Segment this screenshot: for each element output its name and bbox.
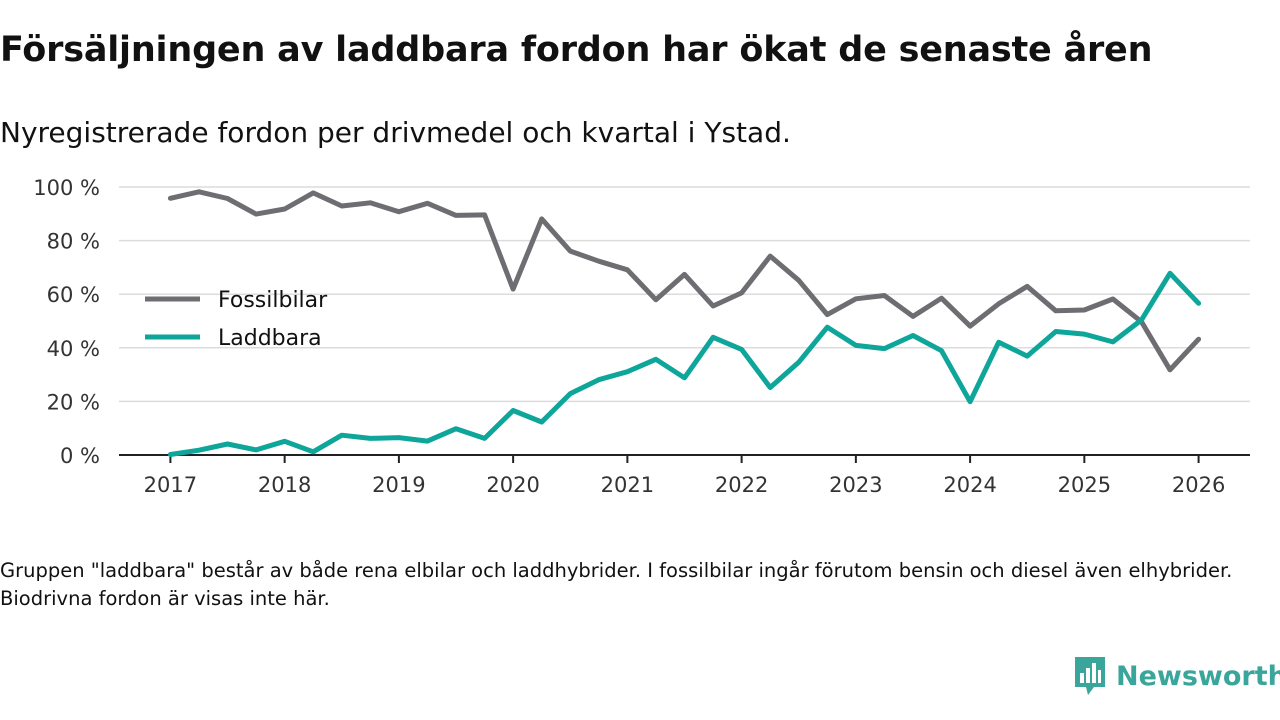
- legend: Fossilbilar Laddbara: [145, 288, 328, 351]
- brand-logo[interactable]: Newsworthy: [1072, 655, 1280, 697]
- x-tick-label: 2025: [1058, 473, 1111, 497]
- x-tick-label: 2024: [943, 473, 996, 497]
- x-tick-label: 2023: [829, 473, 882, 497]
- y-tick-label: 60 %: [47, 283, 100, 307]
- x-tick-label: 2021: [601, 473, 654, 497]
- legend-label-laddbara: Laddbara: [218, 326, 322, 351]
- series-lines: [167, 189, 1202, 457]
- x-tick-label: 2022: [715, 473, 768, 497]
- chart-subtitle: Nyregistrerade fordon per drivmedel och …: [0, 116, 791, 149]
- x-tick-label: 2020: [486, 473, 539, 497]
- y-axis: 0 % 20 % 40 % 60 % 80 % 100 %: [33, 176, 100, 468]
- y-tick-label: 100 %: [33, 176, 100, 200]
- x-tick-label: 2017: [144, 473, 197, 497]
- line-chart: 0 % 20 % 40 % 60 % 80 % 100 % 2017 2018 2019 202…: [33, 176, 1250, 497]
- y-tick-label: 0 %: [60, 444, 100, 468]
- legend-label-fossilbilar: Fossilbilar: [218, 288, 328, 313]
- chart-title: Försäljningen av laddbara fordon har öka…: [0, 30, 1153, 70]
- x-tick-label: 2026: [1172, 473, 1225, 497]
- newsworthy-logo-icon: [1075, 657, 1105, 695]
- footnote: Gruppen "laddbara" består av både rena e…: [0, 559, 1233, 610]
- y-tick-label: 80 %: [47, 230, 100, 254]
- x-tick-label: 2019: [372, 473, 425, 497]
- x-tick-label: 2018: [258, 473, 311, 497]
- brand-name: Newsworthy: [1116, 660, 1280, 692]
- y-tick-label: 20 %: [47, 390, 100, 414]
- y-tick-label: 40 %: [47, 337, 100, 361]
- gridlines: [119, 186, 1250, 403]
- x-axis: 2017 2018 2019 2020 2021 2022 2023 2024 2025 2026: [119, 454, 1250, 497]
